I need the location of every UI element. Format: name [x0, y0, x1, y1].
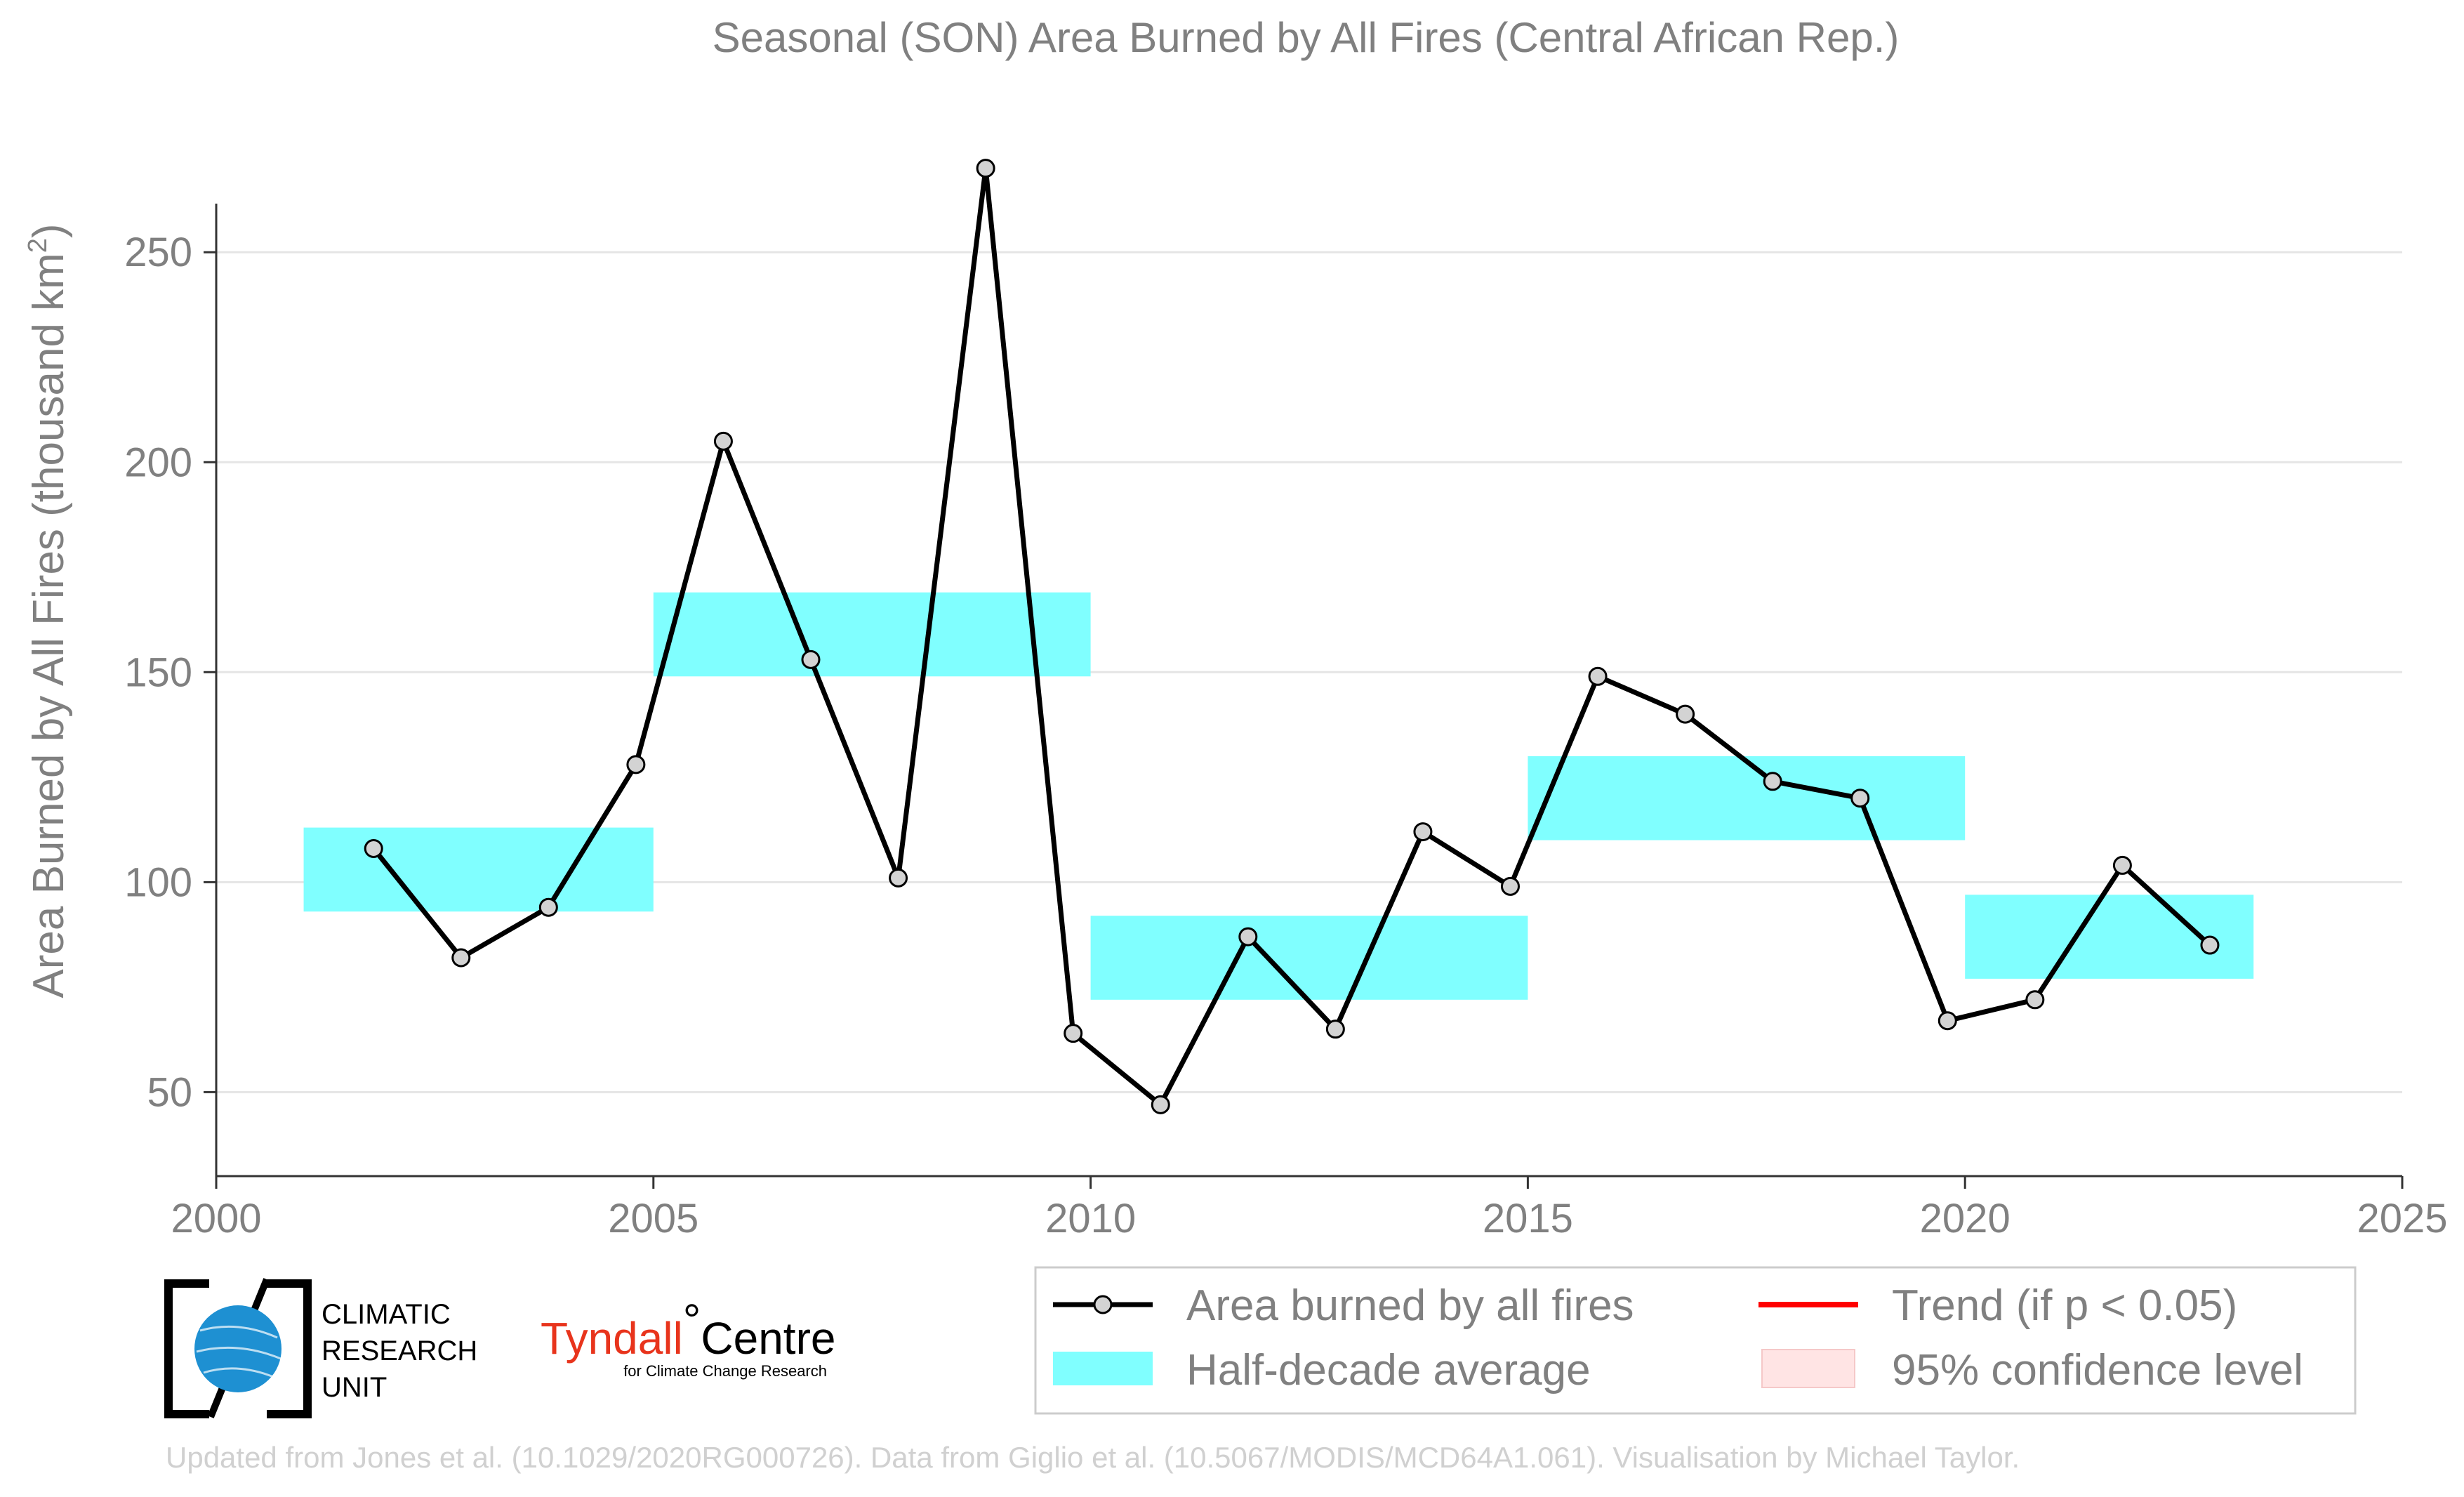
data-point-7 [889, 868, 908, 888]
y-tick-label-50: 50 [147, 1069, 192, 1115]
data-point-12 [1325, 1020, 1345, 1039]
x-tick-label-2015: 2015 [1483, 1196, 1573, 1241]
data-point-18 [1850, 789, 1870, 808]
cru-text-line2: RESEARCH [322, 1336, 477, 1366]
data-point-9 [1064, 1024, 1083, 1043]
y-tick-label-150: 150 [124, 649, 192, 695]
legend-label-half-decade: Half-decade average [1186, 1346, 1591, 1394]
half-decade-band-4 [1528, 756, 1966, 840]
series-line-1 [371, 166, 2212, 1107]
svg-text:Tyndall°Centre: Tyndall°Centre [541, 1295, 835, 1364]
legend-label-trend: Trend (if p < 0.05) [1892, 1281, 2237, 1330]
y-tick-label-250: 250 [124, 230, 192, 275]
x-tick-label-2000: 2000 [171, 1196, 261, 1241]
legend: Area burned by all fires Trend (if p < 0… [1034, 1266, 2357, 1415]
data-point-11 [1238, 927, 1258, 947]
x-tick-label-2010: 2010 [1045, 1196, 1136, 1241]
cru-logo: CLIMATIC RESEARCH UNIT [164, 1278, 477, 1418]
data-point-8 [976, 159, 995, 178]
data-point-5 [713, 431, 733, 451]
tyndall-subtitle: for Climate Change Research [623, 1362, 827, 1380]
half-decade-band-2 [653, 592, 1091, 677]
y-tick-label-100: 100 [124, 859, 192, 905]
data-point-17 [1763, 772, 1782, 791]
cru-text-line1: CLIMATIC [322, 1299, 451, 1330]
legend-marker-area-burned [1093, 1295, 1113, 1314]
y-axis-label: Area Burned by All Fires (thousand km2) [23, 223, 73, 998]
centre-word: Centre [701, 1313, 835, 1364]
y-tick-label-200: 200 [124, 440, 192, 485]
data-point-20 [2025, 990, 2045, 1010]
cru-text-line3: UNIT [322, 1372, 387, 1403]
data-point-22 [2200, 935, 2220, 955]
half-decade-bands [303, 592, 2254, 1000]
data-point-3 [538, 897, 558, 917]
data-point-16 [1676, 704, 1695, 724]
series-line-layer [371, 166, 2212, 1107]
data-point-10 [1151, 1095, 1170, 1114]
x-tick-label-2005: 2005 [608, 1196, 698, 1241]
chart-title: Seasonal (SON) Area Burned by All Fires … [713, 14, 1900, 61]
axes [204, 204, 2404, 1189]
data-point-2 [451, 948, 471, 968]
data-point-14 [1500, 876, 1520, 896]
footer-credits: Updated from Jones et al. (10.1029/2020R… [166, 1441, 2020, 1474]
data-point-21 [2112, 855, 2132, 875]
legend-swatch-half-decade [1053, 1352, 1153, 1385]
tick-labels: 50 100 150 200 250 2000 2005 2010 2015 2020 2025 [124, 230, 2447, 1241]
x-tick-label-2025: 2025 [2357, 1196, 2447, 1241]
data-point-4 [626, 755, 646, 774]
legend-swatch-confidence [1761, 1349, 1855, 1388]
tyndall-word: Tyndall [541, 1313, 683, 1364]
tyndall-logo: Tyndall°Centre for Climate Change Resear… [541, 1295, 835, 1380]
half-decade-band-1 [303, 827, 654, 912]
legend-label-area-burned: Area burned by all fires [1186, 1281, 1634, 1330]
data-point-6 [801, 649, 821, 669]
data-point-1 [364, 839, 383, 858]
data-point-13 [1413, 822, 1433, 842]
series-points [364, 159, 2220, 1114]
data-point-15 [1588, 666, 1608, 686]
half-decade-band-3 [1090, 916, 1528, 1000]
x-tick-label-2020: 2020 [1920, 1196, 2011, 1241]
legend-frame [1034, 1266, 2357, 1415]
data-point-19 [1938, 1011, 1957, 1031]
legend-label-confidence: 95% confidence level [1892, 1346, 2303, 1394]
